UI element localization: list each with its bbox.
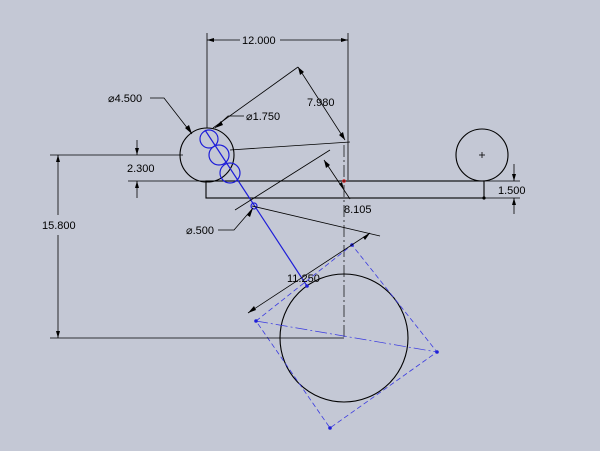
link-end-point xyxy=(305,284,309,288)
dimension-left-offset[interactable]: 2.300 xyxy=(127,140,206,198)
arrow-top xyxy=(512,174,516,181)
ext-line-a xyxy=(251,205,381,237)
construction-vertex-1 xyxy=(254,319,258,323)
arrow-bottom xyxy=(512,198,516,205)
dimension-diagonal-middle[interactable]: 8.105 xyxy=(234,149,372,216)
arrow-bottom xyxy=(56,331,60,338)
construction-vertex-4 xyxy=(328,426,332,430)
construction-vertex-3 xyxy=(435,350,439,354)
arrow-bottom xyxy=(135,181,139,188)
arrow-top xyxy=(135,148,139,155)
link-circle-1[interactable] xyxy=(199,129,219,149)
arrow xyxy=(247,208,253,217)
dimension-right-offset[interactable]: 1.500 xyxy=(484,164,526,214)
link-circle-3[interactable] xyxy=(219,162,241,184)
dimension-top-width[interactable]: 12.000 xyxy=(206,33,349,180)
construction-geometry xyxy=(199,129,486,430)
dim-diagonal-upper-label: 7.980 xyxy=(307,97,335,109)
arrow xyxy=(185,125,192,134)
arrow-a xyxy=(248,306,256,313)
dimension-vertical-total[interactable]: 15.800 xyxy=(42,154,344,339)
ext-line-a xyxy=(212,66,299,129)
dim-right-offset-label: 1.500 xyxy=(498,185,526,197)
arrow-b xyxy=(339,132,345,140)
dim-line xyxy=(297,66,346,141)
dim-diagonal-lower-label: 11.250 xyxy=(287,273,320,285)
dim-vertical-total-label: 15.800 xyxy=(42,220,76,232)
arrow-b xyxy=(363,233,370,240)
link-circle-2[interactable] xyxy=(208,144,230,166)
dim-left-offset-label: 2.300 xyxy=(127,163,155,175)
arrow-a xyxy=(298,67,304,75)
dimension-dia-mid[interactable]: ⌀1.750 xyxy=(214,111,280,129)
dimension-dia-large[interactable]: ⌀4.500 xyxy=(108,93,193,135)
arrow-top xyxy=(56,155,60,162)
dimension-diagonal-lower[interactable]: 11.250 xyxy=(247,205,381,314)
dim-dia-mid-label: ⌀1.750 xyxy=(246,111,280,123)
arrow-right xyxy=(341,38,348,42)
dimension-dia-small[interactable]: ⌀.500 xyxy=(186,207,254,237)
dimension-diagonal-upper[interactable]: 7.980 xyxy=(212,66,351,151)
center-lines xyxy=(255,145,438,353)
arrow xyxy=(215,121,223,128)
ext-line-b xyxy=(229,141,351,151)
ext-line xyxy=(234,149,331,211)
arrow-a xyxy=(324,160,330,168)
right-pulley-circle[interactable] xyxy=(455,128,509,182)
horizontal-centerline xyxy=(255,320,438,353)
leader xyxy=(218,207,254,231)
dim-top-width-label: 12.000 xyxy=(242,35,276,47)
dim-dia-small-label: ⌀.500 xyxy=(186,225,214,237)
arrow-left xyxy=(207,38,214,42)
leader xyxy=(150,97,193,135)
dim-dia-large-label: ⌀4.500 xyxy=(108,93,142,105)
dim-line xyxy=(323,159,351,200)
dim-line xyxy=(247,232,371,314)
link-pivot-point[interactable] xyxy=(250,202,258,210)
dim-diagonal-middle-label: 8.105 xyxy=(344,204,372,216)
left-pulley-circle[interactable] xyxy=(179,127,235,183)
arrow-b xyxy=(339,182,344,190)
